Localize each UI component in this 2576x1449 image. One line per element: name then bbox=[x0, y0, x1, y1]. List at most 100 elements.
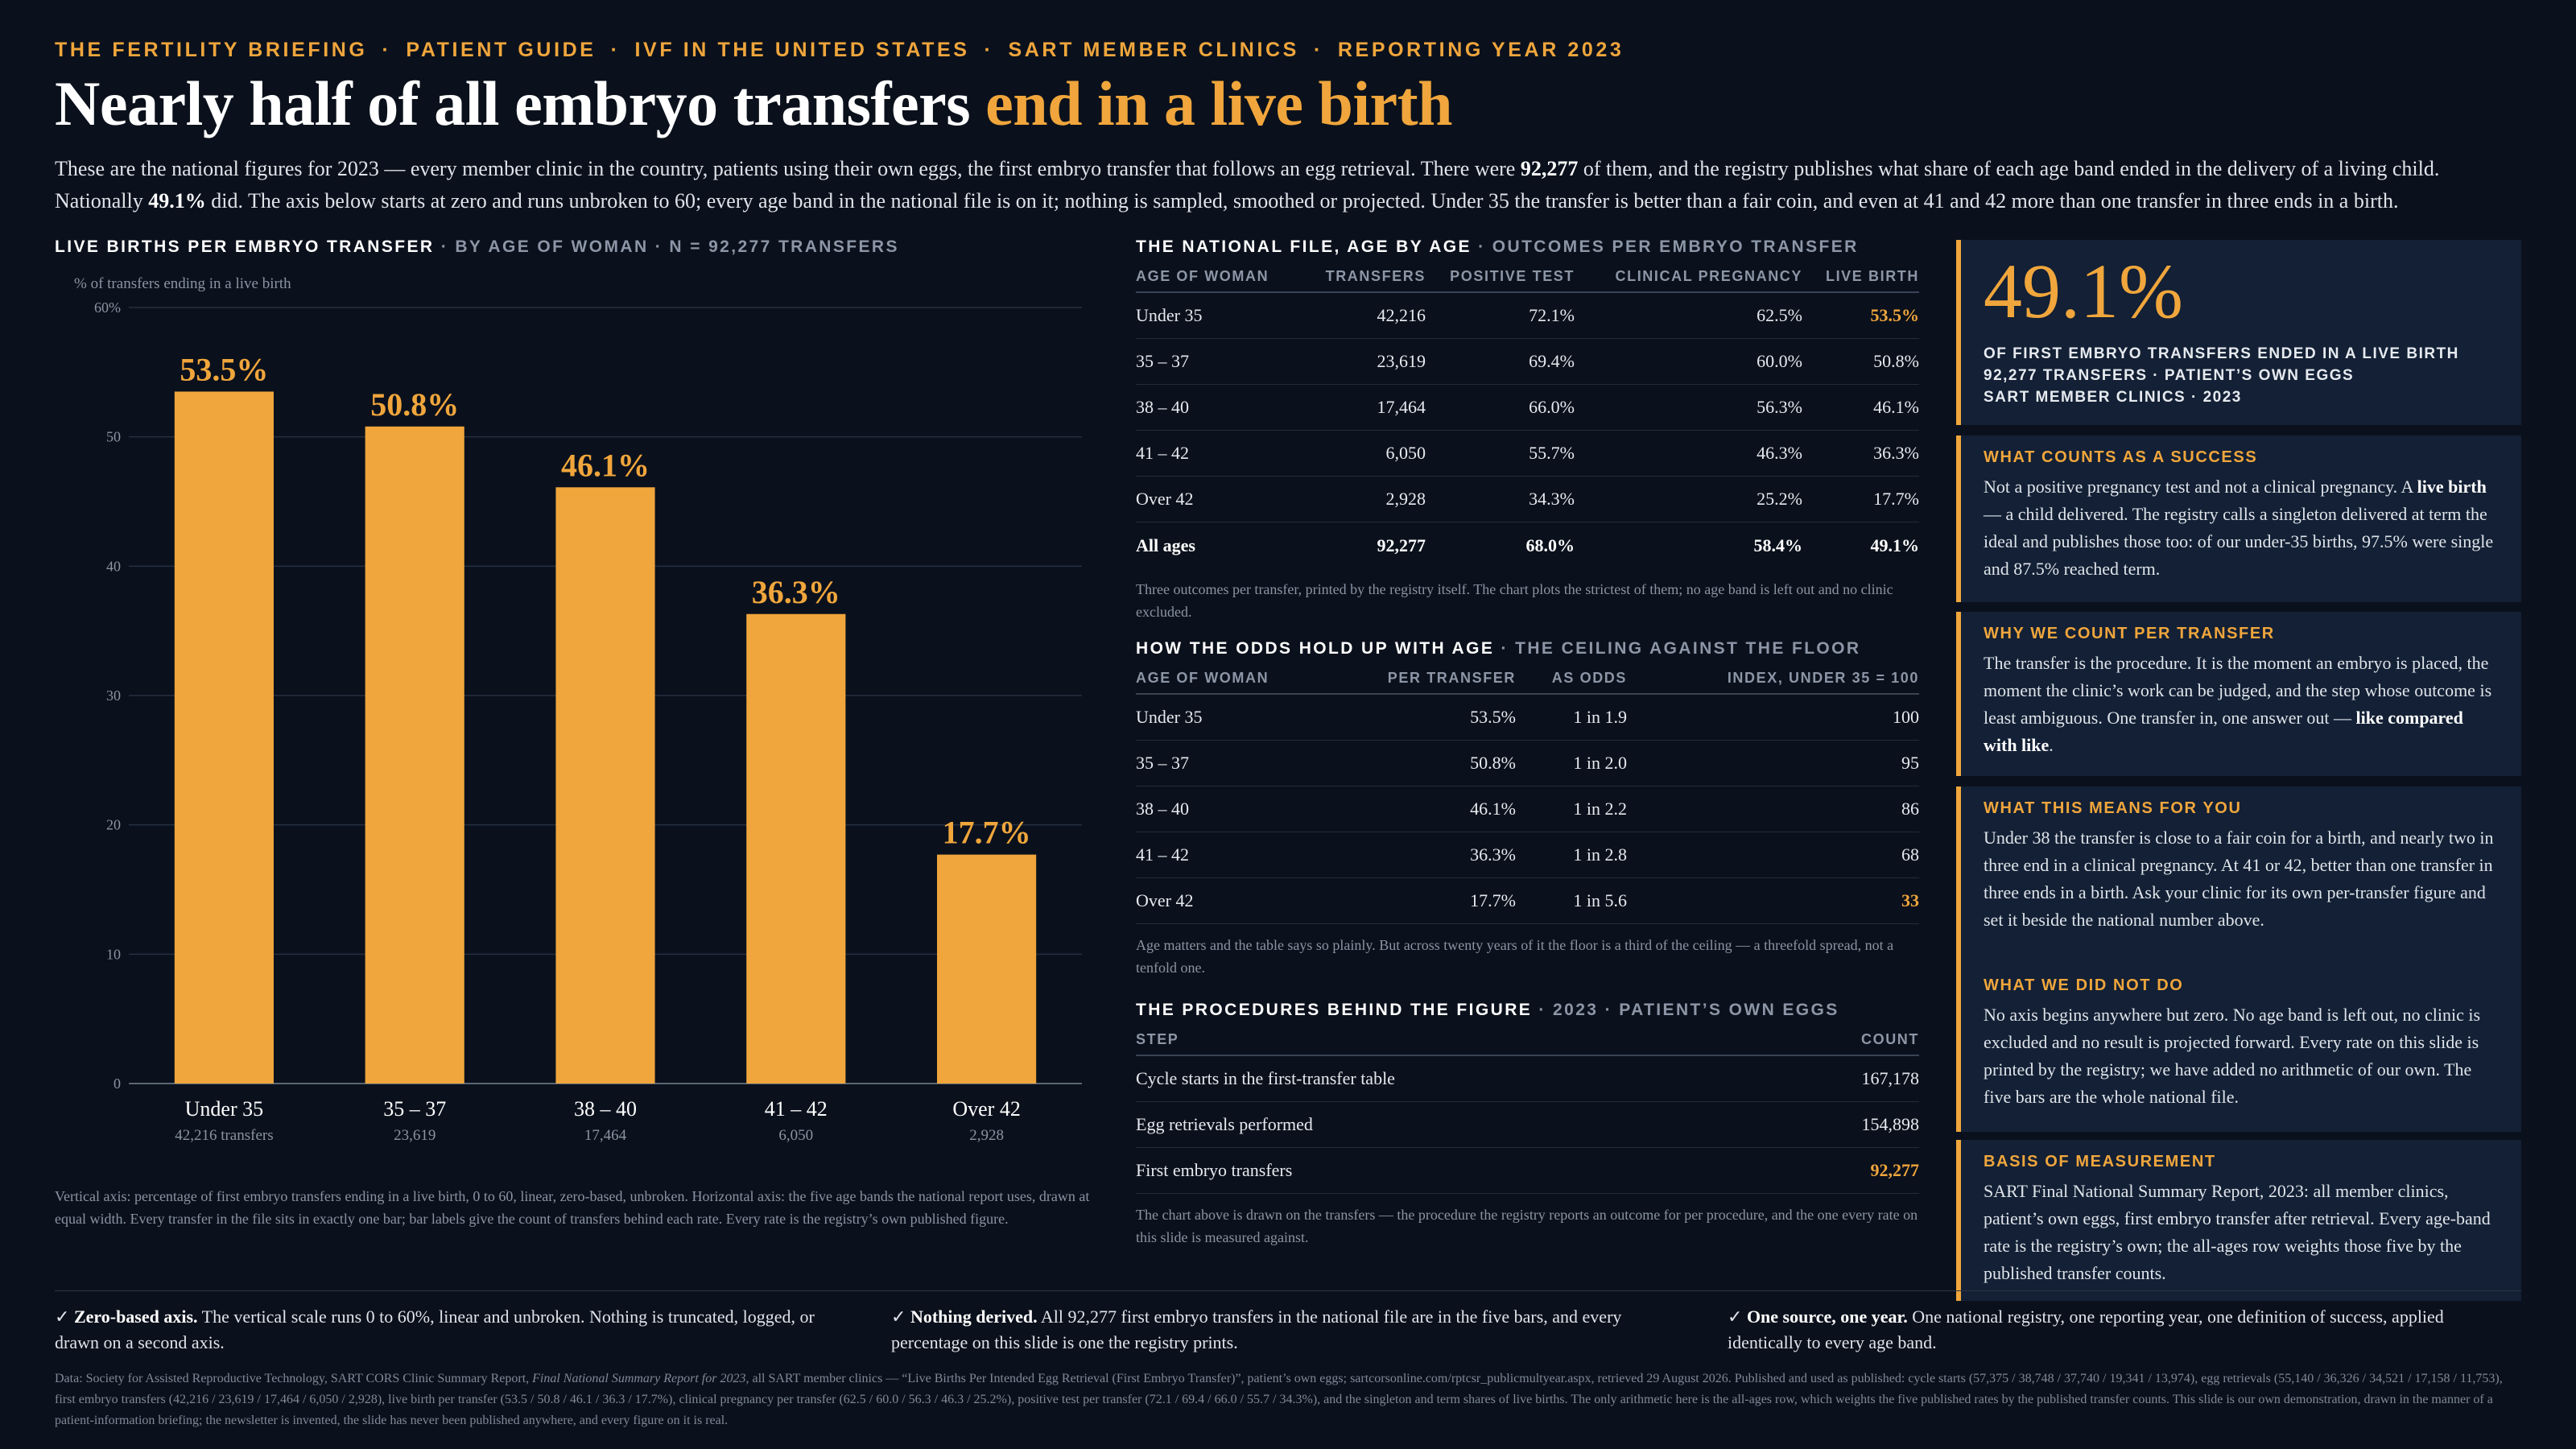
table-cell: 1 in 2.8 bbox=[1573, 844, 1627, 865]
card-text: . bbox=[2049, 735, 2054, 755]
odds-table-heading: HOW THE ODDS HOLD UP WITH AGE · THE CEIL… bbox=[1136, 639, 1919, 658]
check-item: ✓ Zero-based axis. The vertical scale ru… bbox=[55, 1304, 844, 1356]
table-row: Under 35 42,216 72.1% 62.5% 53.5% bbox=[1136, 293, 1919, 339]
bar-count-label: 23,619 bbox=[394, 1127, 436, 1143]
source-title: Final National Summary Report for 2023 bbox=[532, 1372, 746, 1385]
odds-table-title: HOW THE ODDS HOLD UP WITH AGE bbox=[1136, 639, 1495, 658]
kicker-item: THE FERTILITY BRIEFING bbox=[55, 39, 368, 61]
table-cell: 23,619 bbox=[1377, 351, 1426, 371]
card-per-transfer: WHY WE COUNT PER TRANSFER The transfer i… bbox=[1956, 612, 2521, 776]
card-body: SART Final National Summary Report, 2023… bbox=[1984, 1181, 2491, 1283]
table-cell: Cycle starts in the first-transfer table bbox=[1136, 1068, 1395, 1088]
card-body: No axis begins anywhere but zero. No age… bbox=[1984, 1005, 2481, 1107]
headline-stat-value: 49.1% bbox=[1984, 248, 2183, 334]
card-title: WHAT WE DID NOT DO bbox=[1984, 976, 2184, 994]
x-tick-label: 38 – 40 bbox=[574, 1097, 637, 1121]
card-title: WHY WE COUNT PER TRANSFER bbox=[1984, 625, 2275, 642]
table-row: 38 – 40 46.1% 1 in 2.2 86 bbox=[1136, 786, 1919, 832]
x-tick-label: Under 35 bbox=[185, 1097, 263, 1121]
table-cell: 66.0% bbox=[1529, 397, 1575, 417]
table-cell: 17.7% bbox=[1873, 489, 1919, 509]
y-tick-label: 10 bbox=[106, 946, 121, 962]
national-table-title: THE NATIONAL FILE, AGE BY AGE bbox=[1136, 237, 1472, 256]
bar-value-label: 17.7% bbox=[943, 815, 1031, 851]
table-cell: 1 in 2.0 bbox=[1573, 753, 1627, 773]
card-basis: BASIS OF MEASUREMENT SART Final National… bbox=[1956, 1140, 2521, 1301]
check-item: ✓ One source, one year. One national reg… bbox=[1728, 1304, 2521, 1356]
card-title: WHAT THIS MEANS FOR YOU bbox=[1984, 799, 2242, 817]
bar-count-label: 42,216 transfers bbox=[175, 1127, 273, 1143]
odds-table-note: Age matters and the table says so plainl… bbox=[1136, 937, 1894, 976]
bar-value-label: 46.1% bbox=[561, 447, 650, 483]
table-cell: 68 bbox=[1901, 844, 1919, 865]
check-title: One source, one year. bbox=[1746, 1307, 1908, 1327]
card-body: Under 38 the transfer is close to a fair… bbox=[1984, 828, 2494, 930]
card-text: — a child delivered. The registry calls … bbox=[1984, 504, 2494, 579]
table-cell: 33 bbox=[1901, 890, 1919, 910]
table-cell: 60.0% bbox=[1757, 351, 1802, 371]
check-icon: ✓ bbox=[891, 1307, 906, 1327]
table-cell: All ages bbox=[1136, 535, 1195, 555]
card-title: BASIS OF MEASUREMENT bbox=[1984, 1153, 2216, 1170]
odds-table-body: Under 35 53.5% 1 in 1.9 100 35 – 37 50.8% 1 in… bbox=[1136, 695, 1919, 924]
table-cell: 36.3% bbox=[1873, 443, 1919, 463]
table-cell: 38 – 40 bbox=[1136, 397, 1189, 417]
kicker-item: SART MEMBER CLINICS bbox=[1008, 39, 1299, 61]
table-cell: 92,277 bbox=[1377, 535, 1426, 555]
table-cell: 17.7% bbox=[1470, 890, 1516, 910]
kicker: THE FERTILITY BRIEFING · PATIENT GUIDE · IVF… bbox=[55, 39, 1624, 62]
y-tick-label: 30 bbox=[106, 687, 121, 704]
column-header: CLINICAL PREGNANCY bbox=[1615, 268, 1802, 284]
kicker-separator: · bbox=[1313, 39, 1323, 61]
table-cell: 1 in 5.6 bbox=[1573, 890, 1627, 910]
check-text: The vertical scale runs 0 to 60%, linear… bbox=[55, 1307, 815, 1352]
table-cell: 38 – 40 bbox=[1136, 799, 1189, 819]
table-cell: Over 42 bbox=[1136, 890, 1194, 910]
check-text: All 92,277 first embryo transfers in the… bbox=[891, 1307, 1622, 1352]
national-table-sub: · OUTCOMES PER EMBRYO TRANSFER bbox=[1478, 237, 1859, 256]
procedures-table-note: The chart above is drawn on the transfer… bbox=[1136, 1207, 1918, 1245]
x-tick-label: 35 – 37 bbox=[383, 1097, 446, 1121]
table-cell: 95 bbox=[1901, 753, 1919, 773]
table-cell: 35 – 37 bbox=[1136, 753, 1189, 773]
procedures-table-sub: · 2023 · PATIENT’S OWN EGGS bbox=[1538, 1001, 1839, 1019]
table-cell: 72.1% bbox=[1529, 305, 1575, 325]
column-header: AS ODDS bbox=[1551, 670, 1627, 686]
chart-heading-sub: · BY AGE OF WOMAN · N = 92,277 TRANSFERS bbox=[440, 237, 899, 256]
table-cell: 1 in 2.2 bbox=[1573, 799, 1627, 819]
table-cell: 68.0% bbox=[1525, 535, 1575, 555]
card-body: Not a positive pregnancy test and not a … bbox=[1984, 473, 2499, 583]
check-title: Nothing derived. bbox=[910, 1307, 1038, 1327]
table-row: 35 – 37 23,619 69.4% 60.0% 50.8% bbox=[1136, 339, 1919, 385]
intro-text: of them, and the registry publishes what… bbox=[55, 157, 2440, 213]
stat-caption-line: 92,277 TRANSFERS · PATIENT’S OWN EGGS bbox=[1984, 367, 2355, 384]
intro-total: 92,277 bbox=[1520, 157, 1579, 180]
table-cell: 6,050 bbox=[1385, 443, 1426, 463]
table-header: AGE OF WOMAN TRANSFERS POSITIVE TEST CLI… bbox=[1136, 268, 1919, 293]
column-header: LIVE BIRTH bbox=[1825, 268, 1919, 284]
bar bbox=[555, 487, 655, 1084]
footer-divider bbox=[55, 1290, 2521, 1291]
table-cell: 41 – 42 bbox=[1136, 443, 1189, 463]
source-text: Data: Society for Assisted Reproductive … bbox=[55, 1372, 533, 1385]
table-cell: 53.5% bbox=[1870, 305, 1920, 325]
table-cell: 46.3% bbox=[1757, 443, 1802, 463]
table-cell: 25.2% bbox=[1757, 489, 1802, 509]
table-cell: Egg retrievals performed bbox=[1136, 1114, 1313, 1134]
table-cell: 69.4% bbox=[1529, 351, 1575, 371]
check-title: Zero-based axis. bbox=[73, 1307, 198, 1327]
kicker-separator: · bbox=[382, 39, 392, 61]
y-tick-label: 0 bbox=[114, 1075, 121, 1092]
table-cell: 50.8% bbox=[1470, 753, 1516, 773]
y-tick-label: 50 bbox=[106, 429, 121, 445]
card-did-not-do: WHAT WE DID NOT DO No axis begins anywhe… bbox=[1956, 964, 2521, 1132]
bar-count-label: 6,050 bbox=[778, 1127, 813, 1143]
source-text: , all SART member clinics — “Live Births… bbox=[55, 1372, 2503, 1427]
kicker-item: IVF IN THE UNITED STATES bbox=[634, 39, 970, 61]
table-cell: Over 42 bbox=[1136, 489, 1194, 509]
bar-count-label: 17,464 bbox=[584, 1127, 627, 1143]
table-cell: 55.7% bbox=[1529, 443, 1575, 463]
kicker-separator: · bbox=[984, 39, 994, 61]
table-cell: 46.1% bbox=[1873, 397, 1919, 417]
table-cell: 62.5% bbox=[1757, 305, 1802, 325]
